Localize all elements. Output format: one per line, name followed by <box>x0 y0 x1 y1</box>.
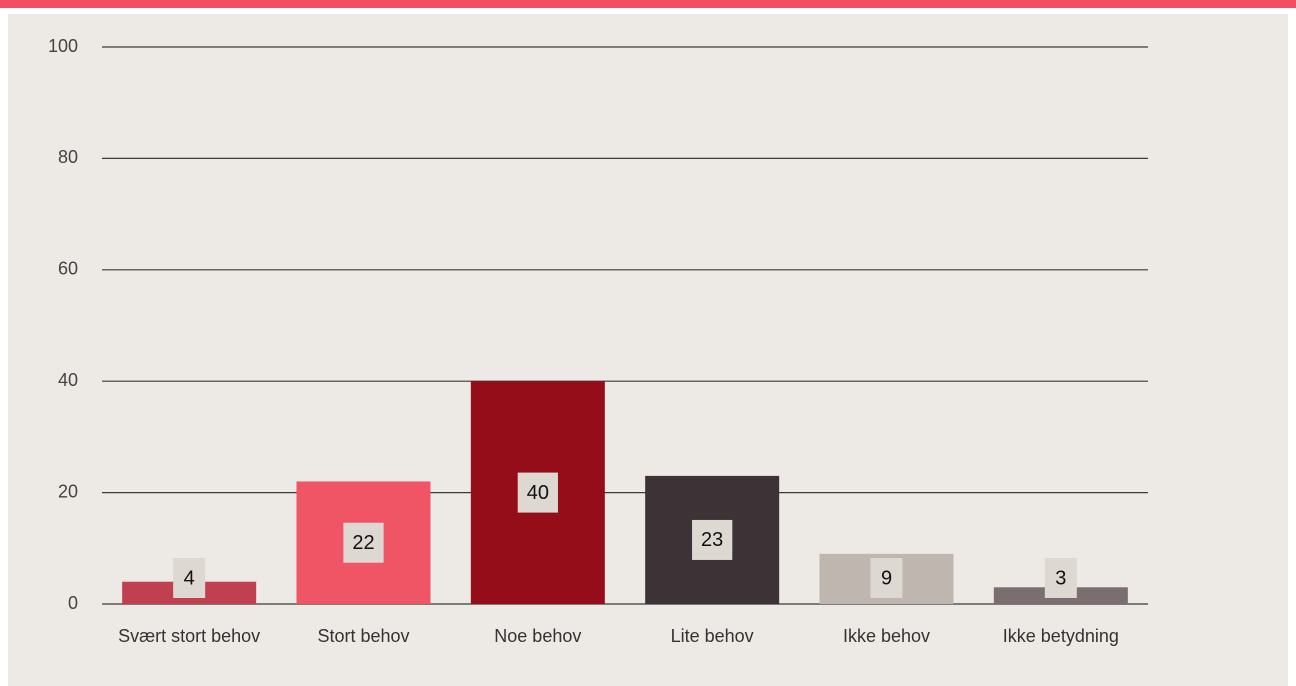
data-label: 22 <box>352 532 374 554</box>
data-label: 4 <box>184 567 195 589</box>
data-label: 9 <box>881 567 892 589</box>
data-label-box <box>517 472 558 513</box>
data-label-box <box>692 519 733 560</box>
data-label: 40 <box>527 482 549 504</box>
x-tick-label: Noe behov <box>494 626 582 646</box>
top-band <box>0 0 1296 8</box>
data-label: 23 <box>701 529 723 551</box>
x-tick-label: Stort behov <box>317 626 410 646</box>
data-label-box <box>870 558 903 598</box>
data-label-box <box>1044 558 1077 598</box>
y-tick-label: 40 <box>58 370 78 390</box>
y-tick-label: 80 <box>58 147 78 167</box>
y-tick-label: 60 <box>58 259 78 279</box>
y-tick-label: 0 <box>68 593 78 613</box>
data-label-box <box>343 522 384 563</box>
data-label-box <box>173 558 206 598</box>
x-tick-label: Ikke behov <box>842 626 931 646</box>
x-tick-label: Svært stort behov <box>118 626 261 646</box>
x-tick-label: Lite behov <box>670 626 754 646</box>
data-label: 3 <box>1055 567 1066 589</box>
y-tick-label: 20 <box>58 481 78 501</box>
y-tick-label: 100 <box>48 36 78 56</box>
x-tick-label: Ikke betydning <box>1002 626 1119 646</box>
